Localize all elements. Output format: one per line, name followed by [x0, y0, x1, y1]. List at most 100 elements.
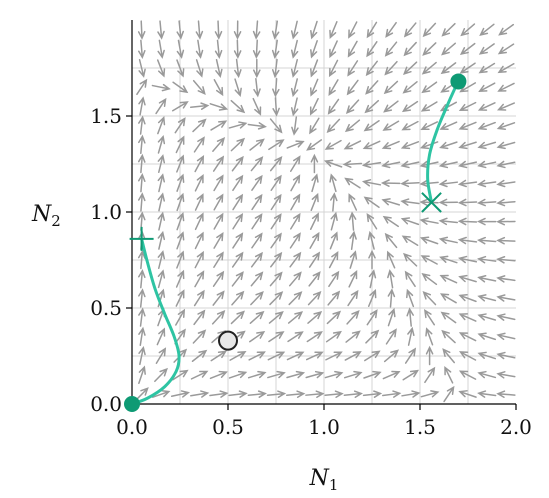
vector-arrow: [306, 331, 323, 343]
y-tick-label: 0.0: [90, 392, 122, 416]
vector-arrow: [305, 390, 325, 398]
vector-arrow: [368, 249, 376, 270]
vector-arrow: [329, 173, 337, 193]
vector-arrow: [367, 230, 376, 250]
vector-arrow: [212, 290, 225, 306]
vector-arrow: [307, 290, 322, 306]
vector-arrow: [270, 193, 282, 211]
vector-arrow: [213, 78, 224, 97]
vector-arrow: [458, 121, 477, 130]
vector-arrow: [269, 156, 283, 172]
vector-arrow: [421, 273, 438, 286]
vector-arrow: [380, 179, 401, 187]
vector-arrow: [285, 390, 306, 398]
vector-arrow: [476, 217, 497, 226]
vector-arrow: [324, 390, 344, 398]
vector-arrow: [479, 23, 495, 36]
vector-arrow: [344, 119, 361, 133]
vector-arrow: [420, 390, 440, 398]
vector-arrow: [250, 251, 263, 268]
vector-arrow: [457, 198, 478, 207]
vector-arrow: [308, 271, 321, 287]
vector-arrow: [212, 155, 225, 172]
vector-arrow: [137, 192, 146, 212]
vector-arrow: [214, 20, 223, 40]
vector-arrow: [387, 269, 395, 289]
vector-arrow: [138, 249, 146, 270]
vector-arrow: [348, 193, 358, 211]
vector-arrow: [175, 289, 185, 307]
vector-arrow: [496, 102, 515, 111]
vector-arrow: [290, 78, 299, 98]
vector-arrow: [478, 82, 496, 93]
vector-arrow: [477, 102, 496, 111]
vector-arrow: [457, 179, 478, 188]
vector-arrow: [253, 78, 261, 98]
vector-arrow: [343, 390, 363, 398]
vector-arrow: [310, 20, 318, 40]
vector-arrow: [249, 310, 265, 324]
vector-arrow: [458, 390, 477, 398]
vector-arrow: [247, 390, 267, 398]
vector-arrow: [138, 307, 146, 327]
vector-arrow: [330, 211, 338, 231]
vector-arrow: [247, 122, 267, 130]
vector-arrow: [190, 370, 209, 380]
vector-arrow: [192, 329, 207, 344]
x-axis-label: N1: [309, 466, 339, 494]
vector-arrow: [228, 370, 248, 379]
vector-arrow: [439, 121, 458, 131]
vector-arrow: [383, 349, 400, 363]
vector-arrow: [290, 39, 299, 59]
saddle-fixed-point: [218, 330, 238, 351]
vector-arrow: [268, 331, 285, 343]
y-tick-label: 1.5: [90, 104, 122, 128]
vector-arrow: [192, 118, 207, 133]
vector-arrow: [381, 198, 401, 206]
vector-arrow: [251, 174, 263, 191]
vector-arrow: [193, 309, 206, 326]
vector-arrow: [458, 294, 477, 303]
vector-arrow: [342, 160, 363, 168]
vector-arrow: [363, 120, 380, 132]
stable-fixed-point: [450, 73, 467, 90]
vector-arrow: [233, 39, 242, 60]
vector-arrow: [401, 120, 419, 131]
vector-arrow: [230, 310, 245, 325]
vector-arrow: [442, 348, 455, 364]
vector-arrow: [157, 173, 166, 193]
vector-arrow: [212, 137, 226, 152]
vector-arrow: [272, 77, 280, 98]
vector-arrow: [311, 173, 319, 193]
vector-arrow: [156, 327, 166, 346]
vector-arrow: [176, 192, 185, 212]
vector-arrow: [384, 60, 398, 76]
vector-arrow: [137, 153, 146, 174]
vector-arrow: [192, 79, 206, 95]
vector-arrow: [326, 310, 342, 325]
vector-arrow: [249, 330, 266, 343]
vector-arrow: [406, 307, 414, 327]
vector-arrow: [213, 231, 224, 249]
vector-arrow: [138, 288, 146, 308]
vector-arrow: [209, 390, 229, 398]
vector-arrow: [386, 250, 396, 269]
vector-arrow: [287, 311, 304, 324]
vector-arrow: [439, 274, 458, 284]
vector-arrow: [286, 140, 305, 149]
vector-arrow: [458, 101, 477, 111]
vector-arrow: [215, 58, 223, 78]
vector-arrow: [310, 59, 319, 78]
vector-arrow: [271, 58, 280, 79]
vector-arrow: [309, 231, 320, 249]
vector-arrow: [419, 141, 439, 150]
vector-arrow: [367, 288, 377, 307]
vector-arrow: [440, 62, 457, 75]
vector-arrow: [402, 369, 420, 381]
vector-arrow: [213, 174, 224, 192]
vector-arrow: [328, 250, 339, 269]
vector-arrow: [366, 212, 378, 230]
vector-arrow: [171, 101, 189, 112]
vector-arrow: [170, 390, 190, 398]
